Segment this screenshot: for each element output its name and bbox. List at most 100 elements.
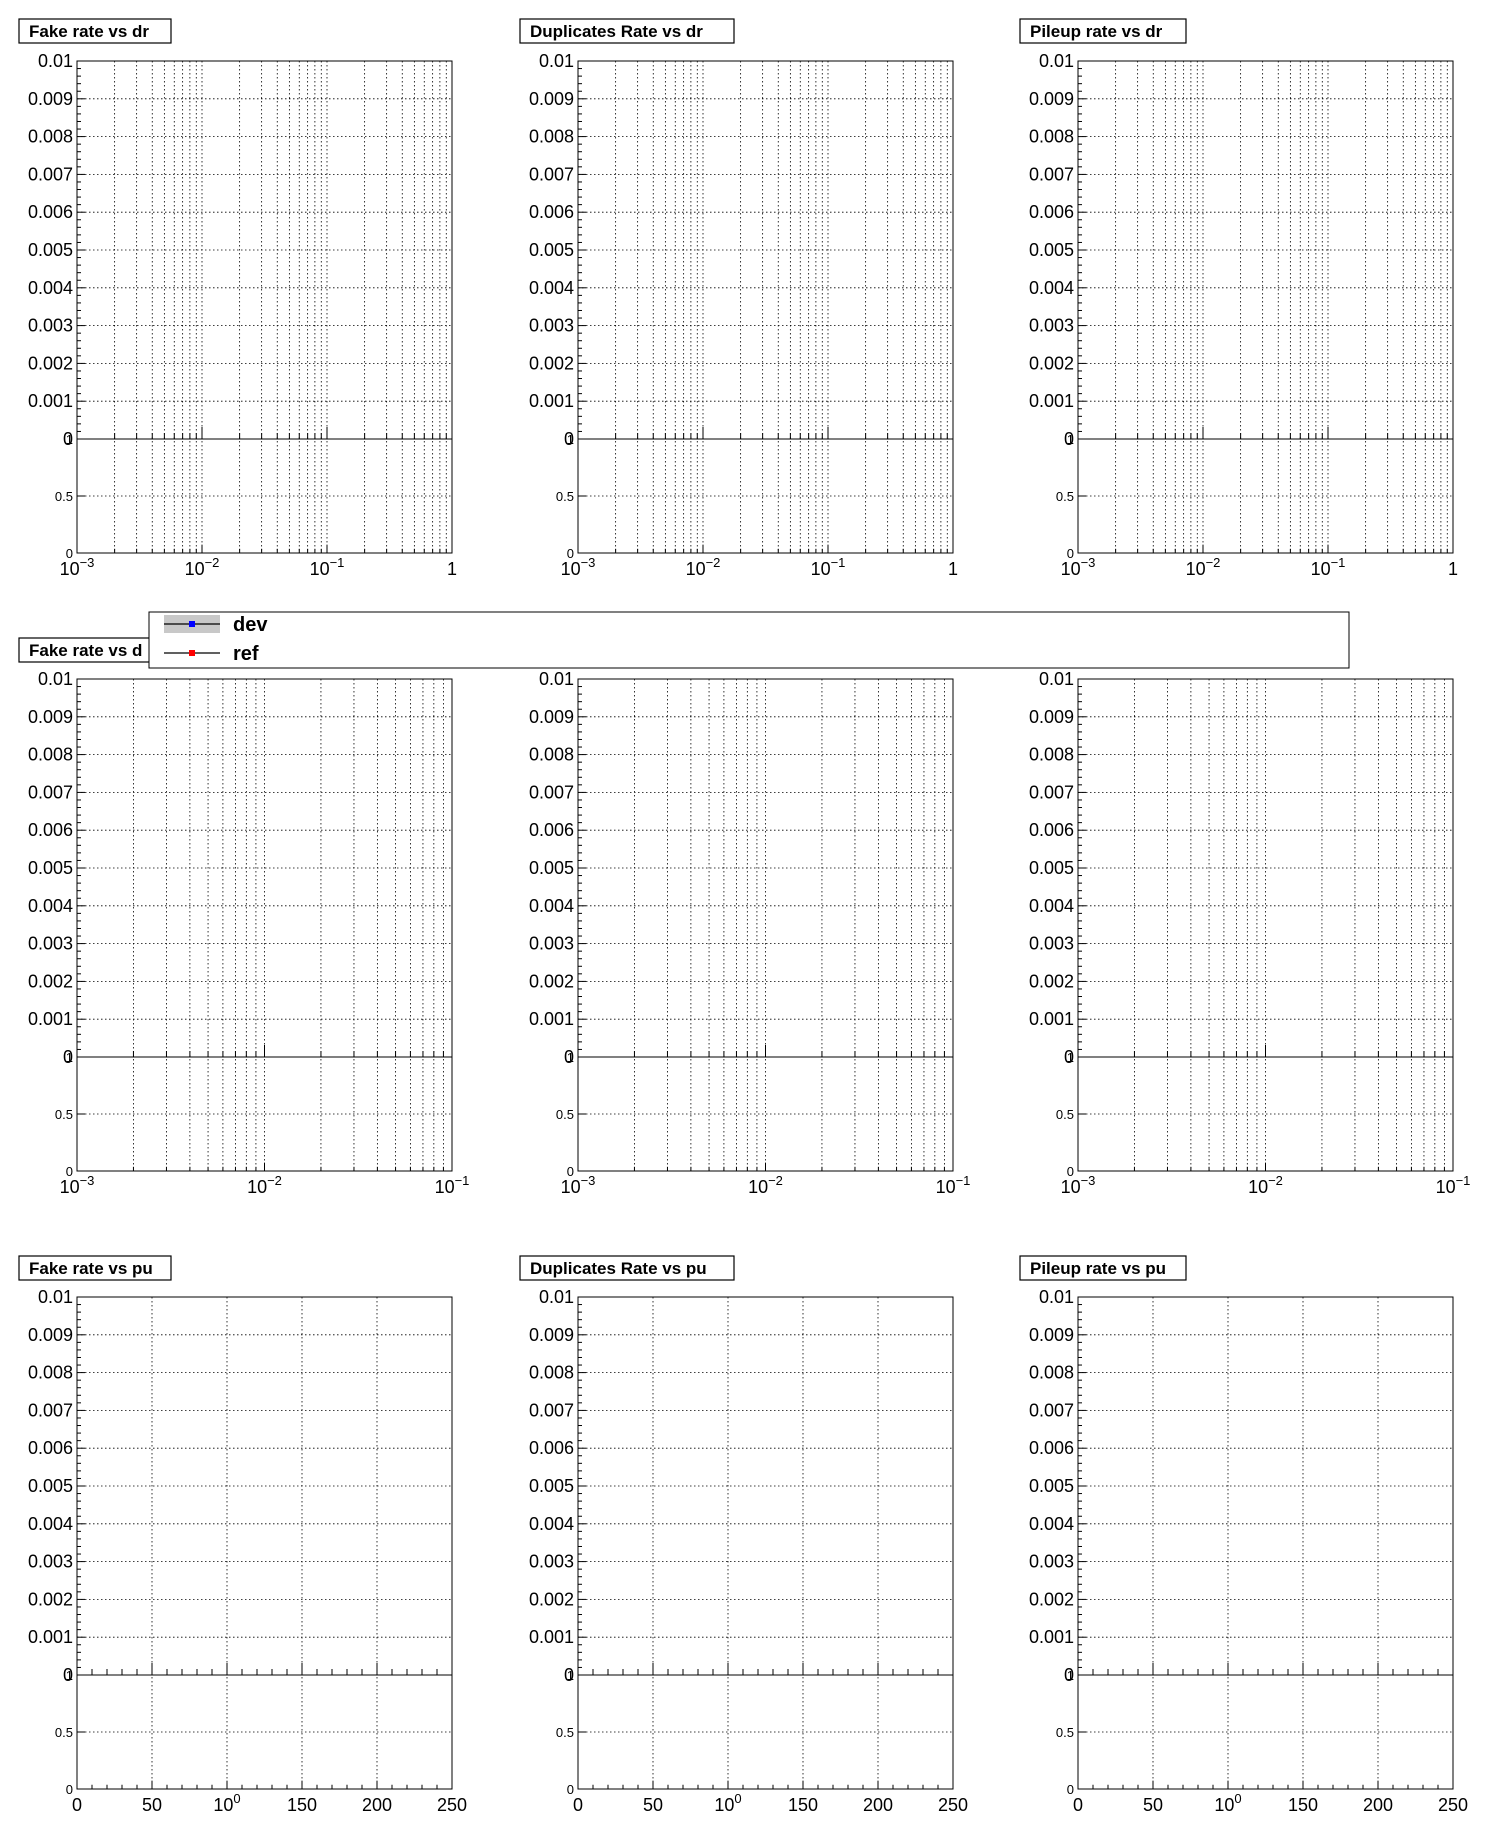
chart-panel-6: 0 0.001 0.002 0.003 0.004 0.005 0.006 0.007 0.00… [18, 1255, 467, 1815]
ratio-y-tick-label: 0.5 [556, 1725, 574, 1740]
ratio-y-tick-label: 0 [567, 546, 574, 561]
x-tick-label: 10−1 [936, 1173, 971, 1197]
y-tick-label: 0.003 [529, 316, 574, 336]
ratio-y-tick-label: 0.5 [1056, 1725, 1074, 1740]
y-tick-label: 0 [63, 429, 73, 449]
x-tick-label: 10−3 [1061, 555, 1096, 579]
ratio-y-tick-label: 1 [1067, 1668, 1074, 1683]
x-tick-label: 10−1 [310, 555, 345, 579]
panel-title: Pileup rate vs dr [1030, 22, 1163, 41]
y-tick-label: 0.002 [529, 353, 574, 373]
y-tick-label: 0.007 [1029, 1400, 1074, 1420]
panel-title: Duplicates Rate vs pu [530, 1259, 707, 1278]
y-tick-label: 0.008 [529, 1363, 574, 1383]
ratio-y-tick-label: 1 [567, 432, 574, 447]
x-tick-label: 200 [362, 1795, 392, 1815]
y-tick-label: 0 [564, 429, 574, 449]
x-tick-label: 10−1 [435, 1173, 470, 1197]
y-tick-label: 0.002 [529, 971, 574, 991]
y-tick-label: 0.006 [28, 202, 73, 222]
legend: dev ref [148, 611, 1350, 669]
chart-panel-2: 0 0.001 0.002 0.003 0.004 0.005 0.006 0.007 0.00… [1019, 18, 1458, 579]
y-tick-label: 0.006 [529, 1438, 574, 1458]
chart-panel-4: 0 0.001 0.002 0.003 0.004 0.005 0.006 0.007 0.00… [529, 669, 970, 1197]
y-tick-label: 0.004 [1029, 278, 1074, 298]
x-tick-label: 250 [437, 1795, 467, 1815]
y-tick-label: 0.01 [539, 1287, 574, 1307]
y-tick-label: 0.005 [1029, 858, 1074, 878]
y-tick-label: 0.009 [529, 1325, 574, 1345]
y-tick-label: 0.003 [28, 934, 73, 954]
x-tick-label: 10−2 [185, 555, 220, 579]
x-tick-label: 10−3 [1061, 1173, 1096, 1197]
y-tick-label: 0.001 [529, 1627, 574, 1647]
chart-panel-1: 0 0.001 0.002 0.003 0.004 0.005 0.006 0.007 0.00… [519, 18, 958, 579]
y-tick-label: 0.01 [1039, 51, 1074, 71]
y-tick-label: 0.001 [1029, 1627, 1074, 1647]
y-tick-label: 0.008 [28, 127, 73, 147]
ratio-y-tick-label: 0.5 [1056, 1107, 1074, 1122]
y-tick-label: 0 [63, 1665, 73, 1685]
y-tick-label: 0.006 [529, 820, 574, 840]
x-tick-label: 250 [1438, 1795, 1468, 1815]
legend-label-ref: ref [233, 643, 259, 665]
ratio-y-tick-label: 1 [1067, 432, 1074, 447]
y-tick-label: 0.007 [529, 1400, 574, 1420]
x-tick-label: 10−1 [1436, 1173, 1471, 1197]
y-tick-label: 0.01 [1039, 1287, 1074, 1307]
chart-panel-0: 0 0.001 0.002 0.003 0.004 0.005 0.006 0.007 0.00… [18, 18, 457, 579]
y-tick-label: 0.008 [1029, 745, 1074, 765]
y-tick-label: 0.009 [28, 89, 73, 109]
y-tick-label: 0.005 [28, 1476, 73, 1496]
y-tick-label: 0.007 [529, 782, 574, 802]
ratio-y-tick-label: 0 [1067, 546, 1074, 561]
y-tick-label: 0.003 [28, 316, 73, 336]
x-tick-label: 1 [948, 559, 958, 579]
x-tick-label: 100 [1214, 1791, 1241, 1815]
y-tick-label: 0.004 [1029, 896, 1074, 916]
y-tick-label: 0.008 [28, 1363, 73, 1383]
y-tick-label: 0.005 [1029, 1476, 1074, 1496]
ratio-y-tick-label: 0 [567, 1164, 574, 1179]
y-tick-label: 0.001 [1029, 391, 1074, 411]
x-tick-label: 10−2 [686, 555, 721, 579]
y-tick-label: 0 [1064, 1047, 1074, 1067]
y-tick-label: 0 [1064, 429, 1074, 449]
x-tick-label: 10−3 [561, 555, 596, 579]
y-tick-label: 0.002 [529, 1589, 574, 1609]
x-tick-label: 10−3 [60, 555, 95, 579]
ratio-y-tick-label: 1 [66, 1668, 73, 1683]
ratio-y-tick-label: 0 [567, 1782, 574, 1797]
y-tick-label: 0.008 [529, 745, 574, 765]
x-tick-label: 10−3 [561, 1173, 596, 1197]
y-tick-label: 0.003 [529, 1552, 574, 1572]
legend-label-dev: dev [233, 614, 268, 636]
x-tick-label: 0 [72, 1795, 82, 1815]
y-tick-label: 0.009 [529, 89, 574, 109]
x-tick-label: 10−2 [247, 1173, 282, 1197]
x-tick-label: 50 [1143, 1795, 1163, 1815]
x-tick-label: 1 [1448, 559, 1458, 579]
y-tick-label: 0.006 [529, 202, 574, 222]
panel-title-box [519, 1255, 735, 1281]
ratio-y-tick-label: 0.5 [556, 489, 574, 504]
chart-panel-3: 0 0.001 0.002 0.003 0.004 0.005 0.006 0.007 0.00… [18, 637, 470, 1197]
y-tick-label: 0.007 [28, 1400, 73, 1420]
ratio-y-tick-label: 0 [1067, 1782, 1074, 1797]
y-tick-label: 0 [564, 1047, 574, 1067]
panel-title: Duplicates Rate vs dr [530, 22, 703, 41]
x-tick-label: 50 [643, 1795, 663, 1815]
y-tick-label: 0.009 [28, 1325, 73, 1345]
ratio-y-tick-label: 0 [1067, 1164, 1074, 1179]
chart-panel-5: 0 0.001 0.002 0.003 0.004 0.005 0.006 0.007 0.00… [1029, 669, 1470, 1197]
ratio-y-tick-label: 0.5 [556, 1107, 574, 1122]
y-tick-label: 0.005 [28, 858, 73, 878]
y-tick-label: 0.003 [28, 1552, 73, 1572]
ratio-y-tick-label: 1 [66, 432, 73, 447]
y-tick-label: 0.005 [529, 240, 574, 260]
y-tick-label: 0.002 [1029, 971, 1074, 991]
x-tick-label: 10−2 [1186, 555, 1221, 579]
y-tick-label: 0.01 [38, 51, 73, 71]
panel-title: Fake rate vs dr [29, 22, 149, 41]
x-tick-label: 10−2 [748, 1173, 783, 1197]
